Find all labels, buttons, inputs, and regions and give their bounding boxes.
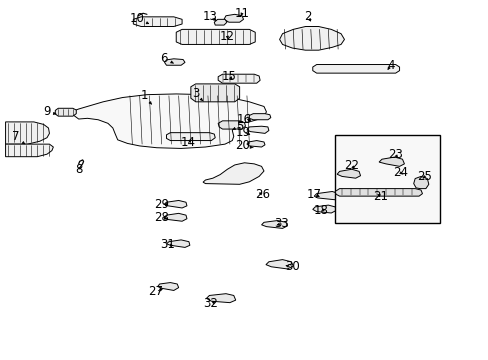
Text: 1: 1 [141,89,151,104]
Text: 20: 20 [235,139,253,152]
Polygon shape [261,221,287,228]
Text: 9: 9 [43,105,56,118]
Text: 30: 30 [285,260,299,273]
Text: 24: 24 [392,166,407,179]
Text: 16: 16 [237,113,251,126]
Text: 17: 17 [306,188,321,201]
Text: 12: 12 [220,30,234,43]
Polygon shape [164,59,184,65]
Polygon shape [249,114,270,120]
Text: 23: 23 [387,148,402,161]
Polygon shape [336,169,360,178]
Polygon shape [73,94,266,148]
Text: 13: 13 [203,10,217,23]
Polygon shape [246,126,268,134]
Polygon shape [55,108,76,116]
Text: 5: 5 [232,120,243,133]
Text: 15: 15 [221,69,236,82]
Text: 7: 7 [12,130,24,144]
Text: 31: 31 [160,238,175,251]
Text: 28: 28 [154,211,169,224]
Polygon shape [334,189,422,196]
Polygon shape [378,157,404,166]
Text: 2: 2 [304,10,311,23]
Text: 32: 32 [203,297,217,310]
Polygon shape [214,19,226,25]
Polygon shape [265,260,293,269]
Polygon shape [218,121,245,129]
Polygon shape [314,192,339,200]
Text: 8: 8 [75,163,82,176]
Polygon shape [365,192,390,201]
Text: 4: 4 [386,59,394,72]
Text: 22: 22 [344,159,359,172]
Polygon shape [413,176,428,189]
Text: 6: 6 [160,51,173,64]
Polygon shape [163,213,186,221]
Polygon shape [133,17,182,27]
Text: 10: 10 [129,12,148,25]
Text: 33: 33 [274,217,288,230]
Text: 3: 3 [192,87,202,100]
Text: 14: 14 [181,136,196,149]
Polygon shape [203,163,264,184]
Text: 19: 19 [235,126,250,139]
Polygon shape [176,30,255,44]
Text: 18: 18 [313,204,328,217]
Polygon shape [279,27,344,50]
Text: 21: 21 [373,190,388,203]
Polygon shape [166,133,215,140]
Text: 11: 11 [234,7,249,20]
Text: 29: 29 [154,198,169,211]
Polygon shape [163,201,186,208]
Text: 26: 26 [255,188,269,201]
Polygon shape [206,294,235,303]
Text: 25: 25 [417,170,431,183]
Polygon shape [190,84,239,102]
Polygon shape [312,205,335,213]
Polygon shape [5,144,53,157]
Bar [334,135,439,223]
Polygon shape [166,240,189,247]
Polygon shape [312,64,399,73]
Polygon shape [218,74,260,83]
Text: 27: 27 [148,285,163,298]
Polygon shape [246,140,264,147]
Polygon shape [224,14,243,22]
Polygon shape [5,122,49,144]
Polygon shape [158,283,178,291]
